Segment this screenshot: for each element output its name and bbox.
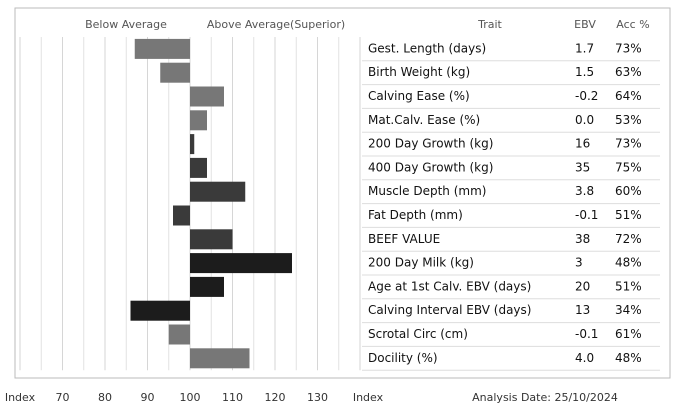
bar [190, 86, 224, 107]
bar [190, 276, 224, 297]
ebv-value: 3 [575, 256, 583, 270]
trait-header: Trait [477, 18, 502, 31]
acc-value: 48% [615, 351, 642, 365]
ebv-value: 3.8 [575, 184, 594, 198]
ebv-header: EBV [574, 18, 596, 31]
ebv-value: 20 [575, 279, 590, 293]
ebv-value: 13 [575, 303, 590, 317]
acc-value: 73% [615, 41, 642, 55]
x-tick-label: 110 [222, 391, 243, 404]
trait-label: Birth Weight (kg) [368, 65, 470, 79]
x-tick-label: 130 [307, 391, 328, 404]
acc-value: 48% [615, 256, 642, 270]
ebv-value: 1.7 [575, 41, 594, 55]
bar [130, 300, 190, 321]
ebv-value: 1.5 [575, 65, 594, 79]
ebv-value: -0.1 [575, 327, 598, 341]
acc-value: 73% [615, 137, 642, 151]
trait-label: Muscle Depth (mm) [368, 184, 486, 198]
acc-value: 34% [615, 303, 642, 317]
acc-value: 75% [615, 160, 642, 174]
ebv-value: 35 [575, 160, 590, 174]
trait-label: Scrotal Circ (cm) [368, 327, 468, 341]
acc-header: Acc % [616, 18, 649, 31]
bar [190, 229, 233, 250]
ebv-value: -0.1 [575, 208, 598, 222]
bar [190, 110, 207, 131]
acc-value: 61% [615, 327, 642, 341]
acc-value: 60% [615, 184, 642, 198]
bar [160, 62, 190, 83]
trait-label: Docility (%) [368, 351, 438, 365]
acc-value: 63% [615, 65, 642, 79]
trait-label: Calving Ease (%) [368, 89, 470, 103]
bar [173, 205, 190, 226]
acc-value: 64% [615, 89, 642, 103]
trait-label: 200 Day Milk (kg) [368, 256, 474, 270]
trait-label: Mat.Calv. Ease (%) [368, 113, 480, 127]
x-axis-label: Index [5, 391, 36, 404]
trait-label: Fat Depth (mm) [368, 208, 463, 222]
ebv-value: 16 [575, 137, 590, 151]
trait-label: Gest. Length (days) [368, 41, 486, 55]
acc-value: 51% [615, 279, 642, 293]
bar [190, 134, 195, 155]
bar [168, 324, 190, 345]
ebv-value: -0.2 [575, 89, 598, 103]
above-average-label: Above Average(Superior) [207, 18, 345, 31]
ebv-value: 4.0 [575, 351, 594, 365]
trait-label: Calving Interval EBV (days) [368, 303, 531, 317]
trait-label: Age at 1st Calv. EBV (days) [368, 279, 531, 293]
bar [134, 38, 190, 59]
trait-label: BEEF VALUE [368, 232, 440, 246]
acc-value: 51% [615, 208, 642, 222]
bar [190, 348, 250, 369]
frame [14, 7, 671, 379]
below-average-label: Below Average [85, 18, 167, 31]
x-tick-label: 80 [98, 391, 112, 404]
bar [190, 157, 207, 178]
trait-label: 400 Day Growth (kg) [368, 160, 493, 174]
acc-value: 72% [615, 232, 642, 246]
x-tick-label: 100 [180, 391, 201, 404]
bar [190, 253, 292, 274]
bar [190, 181, 246, 202]
acc-value: 53% [615, 113, 642, 127]
ebv-value: 38 [575, 232, 590, 246]
trait-label: 200 Day Growth (kg) [368, 137, 493, 151]
analysis-date: Analysis Date: 25/10/2024 [472, 391, 618, 404]
x-axis-label: Index [353, 391, 384, 404]
x-tick-label: 120 [265, 391, 286, 404]
ebv-value: 0.0 [575, 113, 594, 127]
x-tick-label: 70 [56, 391, 70, 404]
x-tick-label: 90 [141, 391, 155, 404]
